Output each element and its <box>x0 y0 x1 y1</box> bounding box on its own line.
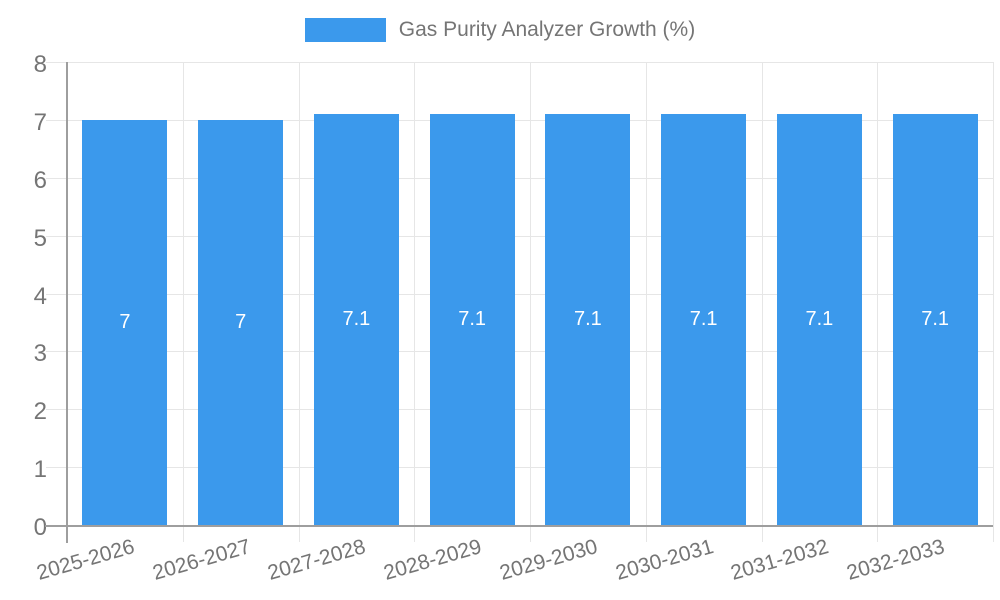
y-axis-label: 3 <box>33 340 47 368</box>
x-axis-tick <box>182 525 184 542</box>
bar-value-label: 7.1 <box>921 308 950 331</box>
y-axis-tick <box>46 409 67 411</box>
bar-value-label: 7.1 <box>689 308 718 331</box>
bar: 7 <box>82 119 168 525</box>
legend-label: Gas Purity Analyzer Growth (%) <box>398 18 696 41</box>
y-axis-label: 0 <box>33 514 47 541</box>
y-axis-tick <box>46 62 67 63</box>
bar-value-label: 7.1 <box>458 308 487 331</box>
gridline-horizontal <box>67 351 993 353</box>
y-axis-label: 2 <box>33 398 47 426</box>
bar-value-label: 7 <box>235 310 247 333</box>
y-axis-label: 5 <box>33 224 47 252</box>
bar: 7.1 <box>892 114 978 525</box>
bar-value-label: 7.1 <box>805 308 834 331</box>
gridline-horizontal <box>67 409 993 411</box>
gridline-vertical <box>993 62 994 525</box>
bar: 7.1 <box>776 114 862 525</box>
gridline-horizontal <box>67 62 993 63</box>
bar-value-label: 7.1 <box>573 308 602 331</box>
x-axis-tick <box>298 525 300 542</box>
gridline-horizontal <box>67 235 993 237</box>
x-axis-tick <box>993 525 994 542</box>
bar: 7.1 <box>661 114 747 525</box>
y-axis-tick <box>46 235 67 237</box>
bar: 7.1 <box>313 114 399 525</box>
legend: Gas Purity Analyzer Growth (%) <box>0 18 1000 42</box>
x-axis-line <box>45 525 993 527</box>
gridline-horizontal <box>67 119 993 121</box>
bar: 7.1 <box>545 114 631 525</box>
bar-value-label: 7.1 <box>342 308 371 331</box>
x-axis-tick <box>877 525 879 542</box>
y-axis-label: 6 <box>33 166 47 194</box>
x-axis-tick <box>414 525 416 542</box>
gridline-horizontal <box>67 293 993 295</box>
bar: 7 <box>198 119 284 525</box>
gridline-horizontal <box>67 177 993 179</box>
x-axis-tick <box>530 525 531 542</box>
y-axis-tick <box>46 351 67 353</box>
y-axis-tick <box>46 177 67 179</box>
y-axis-label: 4 <box>33 282 47 310</box>
y-axis-tick <box>46 467 67 469</box>
legend-swatch <box>304 18 386 42</box>
gridline-horizontal <box>67 467 993 469</box>
x-axis-tick <box>761 525 763 542</box>
y-axis-label: 8 <box>33 51 47 78</box>
bar: 7.1 <box>429 114 515 525</box>
y-axis-label: 7 <box>33 108 47 136</box>
y-axis-tick <box>46 293 67 295</box>
y-axis-tick <box>46 119 67 121</box>
y-axis-line <box>66 62 68 543</box>
x-axis-tick <box>645 525 647 542</box>
y-axis-label: 1 <box>33 456 47 484</box>
bar-value-label: 7 <box>119 310 131 333</box>
